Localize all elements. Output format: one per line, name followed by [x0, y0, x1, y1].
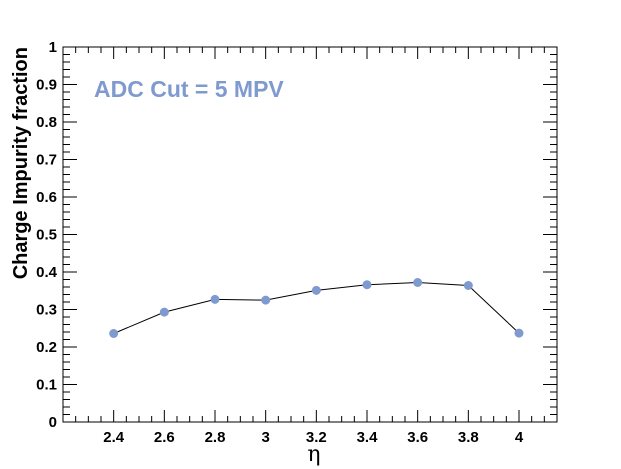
- x-tick-label: 3.8: [458, 429, 479, 446]
- annotation-label: ADC Cut = 5 MPV: [94, 76, 284, 102]
- x-tick-label: 3: [261, 429, 269, 446]
- data-point: [261, 295, 271, 305]
- x-tick-label: 2.4: [103, 429, 125, 446]
- plot-frame: [62, 46, 558, 423]
- x-axis-title: η: [307, 442, 320, 467]
- x-tick-label: 2.6: [154, 429, 175, 446]
- x-tick-label: 4: [515, 429, 524, 446]
- y-tick-label: 1: [49, 39, 57, 56]
- y-tick-label: 0.6: [36, 189, 57, 206]
- y-axis-ticks: 0 0.1 0.2 0.3 0.4 0.5 0.6 0.7 0.8 0.9 1: [36, 39, 557, 431]
- y-tick-label: 0.9: [36, 77, 57, 94]
- x-axis-ticks: 2.4 2.6 2.8 3 3.2 3.4 3.6 3.8 4: [62, 47, 558, 446]
- y-tick-label: 0.5: [36, 227, 57, 244]
- x-tick-label: 3.2: [306, 429, 327, 446]
- y-tick-label: 0.1: [36, 377, 57, 394]
- y-tick-label: 0.7: [36, 152, 57, 169]
- y-tick-label: 0: [49, 414, 57, 431]
- data-point: [159, 307, 169, 317]
- x-tick-label: 3.6: [407, 429, 428, 446]
- y-tick-label: 0.4: [36, 264, 58, 281]
- data-point: [311, 285, 321, 295]
- x-tick-label: 3.4: [357, 429, 379, 446]
- data-point: [514, 328, 524, 338]
- data-point: [463, 281, 473, 290]
- x-tick-label: 2.8: [205, 429, 226, 446]
- y-tick-label: 0.2: [36, 339, 57, 356]
- y-axis-title: Charge Impurity fraction: [10, 47, 32, 279]
- data-point: [210, 294, 220, 304]
- data-point: [413, 278, 423, 287]
- data-point: [362, 280, 372, 290]
- data-point: [109, 329, 119, 338]
- y-tick-label: 0.3: [36, 302, 57, 319]
- data-series: [109, 278, 524, 338]
- y-tick-label: 0.8: [36, 114, 57, 131]
